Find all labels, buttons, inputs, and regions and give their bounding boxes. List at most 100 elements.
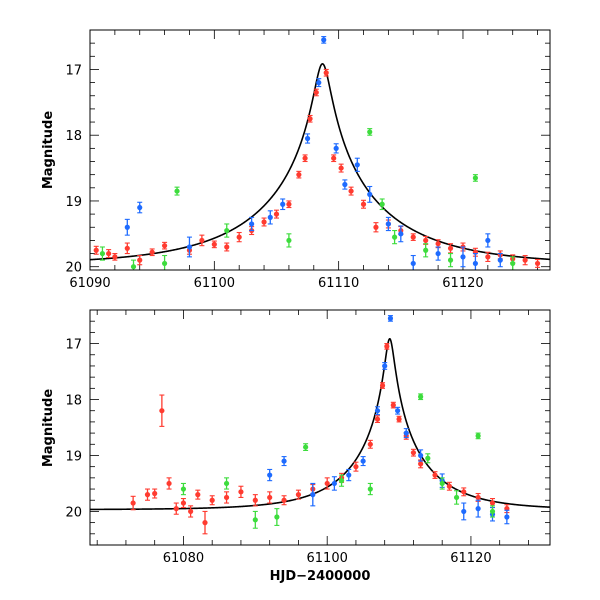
data-point <box>489 508 496 515</box>
data-point <box>174 188 180 194</box>
data-point <box>387 315 394 321</box>
data-point <box>137 204 143 211</box>
y-tick-label: 17 <box>65 63 82 78</box>
data-point <box>180 486 187 492</box>
data-point <box>373 224 379 230</box>
data-point <box>267 494 273 501</box>
data-point <box>281 458 287 464</box>
series-green <box>180 393 496 529</box>
data-point <box>418 452 424 459</box>
data-point <box>166 480 172 487</box>
data-point <box>384 343 390 349</box>
x-tick-label: 61080 <box>163 551 204 566</box>
data-point <box>310 492 316 498</box>
data-point <box>410 260 416 267</box>
data-point <box>504 514 510 520</box>
data-point <box>161 260 168 267</box>
x-tick-label: 61090 <box>69 276 110 291</box>
data-point <box>296 172 302 178</box>
data-point <box>130 500 136 506</box>
data-point <box>395 408 401 414</box>
data-point <box>379 201 385 207</box>
data-point <box>195 492 201 498</box>
data-point <box>286 201 292 207</box>
data-point <box>342 181 348 188</box>
model-curve <box>90 337 550 511</box>
data-point <box>159 408 165 414</box>
data-point <box>346 472 352 478</box>
data-point <box>379 382 386 389</box>
data-point <box>144 492 151 498</box>
data-point <box>418 461 424 467</box>
data-point <box>331 155 337 161</box>
data-point <box>333 145 339 151</box>
series-red <box>93 68 541 268</box>
y-tick-label: 20 <box>65 261 82 276</box>
data-point <box>331 480 337 487</box>
data-point <box>267 214 273 220</box>
series-red <box>130 343 510 535</box>
data-point <box>274 514 280 520</box>
data-point <box>124 224 130 230</box>
data-point <box>188 508 194 515</box>
data-point <box>224 244 230 250</box>
data-point <box>475 494 481 501</box>
data-point <box>446 483 452 489</box>
data-point <box>534 260 541 267</box>
data-point <box>252 517 258 523</box>
data-point <box>202 520 208 526</box>
data-point <box>374 416 381 422</box>
data-point <box>321 37 327 43</box>
data-point <box>238 489 244 495</box>
data-point <box>313 89 319 96</box>
series-green <box>99 128 516 270</box>
data-point <box>106 250 112 257</box>
data-point <box>152 490 158 497</box>
data-point <box>435 241 441 247</box>
data-point <box>403 430 409 436</box>
data-point <box>348 188 354 194</box>
data-point <box>439 480 445 487</box>
data-point <box>485 254 491 260</box>
bottom-panel: 61080 61100 61120 17 18 19 20 <box>65 309 551 566</box>
data-point <box>360 201 367 207</box>
data-point <box>295 492 302 498</box>
data-point <box>249 221 255 227</box>
data-point <box>367 191 373 197</box>
bottom-xlabel: HJD−2400000 <box>270 569 371 584</box>
data-point <box>435 250 441 257</box>
data-point <box>391 234 398 240</box>
data-point <box>304 135 311 142</box>
data-point <box>281 497 287 503</box>
data-point <box>367 441 373 447</box>
data-point <box>209 497 215 503</box>
data-point <box>112 254 118 260</box>
data-point <box>425 455 431 461</box>
data-point <box>374 408 381 414</box>
data-point <box>367 486 373 492</box>
axes-frame <box>89 309 551 546</box>
x-tick-label: 61120 <box>442 276 483 291</box>
data-point <box>338 478 345 484</box>
data-point <box>367 129 373 135</box>
top-ylabel: Magnitude <box>41 111 56 190</box>
data-point <box>130 264 137 270</box>
data-point <box>410 450 417 456</box>
data-point <box>385 221 391 227</box>
model-curve <box>90 62 550 261</box>
data-point <box>461 508 467 515</box>
data-point <box>324 480 330 487</box>
data-point <box>224 227 230 234</box>
data-point <box>489 500 496 506</box>
data-point <box>475 506 481 512</box>
data-point <box>149 249 155 255</box>
top-panel: 61090 61100 61110 61120 17 18 19 20 <box>65 29 551 291</box>
data-point <box>472 260 479 267</box>
y-tick-label: 18 <box>65 394 82 409</box>
data-point <box>261 219 267 225</box>
data-point <box>223 494 230 501</box>
x-tick-label: 61100 <box>307 551 348 566</box>
y-tick-label: 17 <box>65 338 82 353</box>
x-tick-label: 61120 <box>450 551 491 566</box>
data-point <box>223 480 230 487</box>
